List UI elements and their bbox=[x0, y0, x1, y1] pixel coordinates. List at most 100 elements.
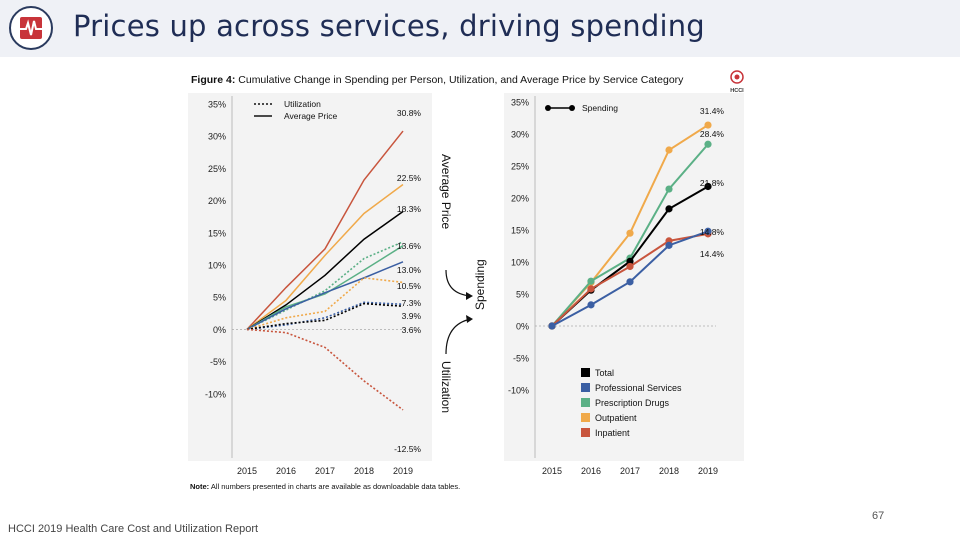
data-point-outpatient bbox=[626, 229, 634, 237]
right-x-tick-label: 2019 bbox=[698, 466, 718, 476]
data-label-outpatient: 31.4% bbox=[700, 106, 725, 116]
data-point-prescription-drugs bbox=[704, 140, 712, 148]
data-point-prescription-drugs bbox=[665, 185, 673, 193]
left-x-tick-label: 2018 bbox=[354, 466, 374, 476]
series-line-professional-services-average-price bbox=[246, 261, 404, 331]
data-point-professional-services bbox=[626, 278, 634, 286]
data-point-professional-services bbox=[587, 301, 595, 309]
average-price-box bbox=[434, 108, 460, 308]
data-label-outpatient-utilization: 7.3% bbox=[402, 298, 422, 308]
right-chart-background bbox=[504, 93, 744, 461]
legend-label-total: Total bbox=[595, 368, 614, 378]
top-legend-dot bbox=[545, 105, 551, 111]
left-y-tick-label: 15% bbox=[208, 228, 226, 238]
data-point-professional-services bbox=[665, 241, 673, 249]
right-y-tick-label: 10% bbox=[511, 258, 529, 268]
data-point-total bbox=[704, 182, 712, 191]
left-x-tick-label: 2019 bbox=[393, 466, 413, 476]
legend-swatch-total bbox=[581, 368, 590, 377]
data-point-total bbox=[626, 257, 634, 265]
right-y-tick-label: 0% bbox=[516, 322, 529, 332]
right-chart-x-ticks: 2015 2016 2017 2018 2019 bbox=[542, 466, 718, 476]
series-line-prescription-drugs-utilization bbox=[246, 241, 404, 331]
right-y-tick-label: 15% bbox=[511, 226, 529, 236]
figure-svg: Figure 4: Cumulative Change in Spending … bbox=[188, 70, 744, 491]
data-point-outpatient bbox=[704, 121, 712, 129]
series-line-outpatient-utilization bbox=[246, 277, 404, 331]
right-y-tick-label: -5% bbox=[513, 354, 529, 364]
left-y-tick-label: 5% bbox=[213, 293, 226, 303]
legend-swatch-inpatient bbox=[581, 428, 590, 437]
data-label-professional-services: 14.8% bbox=[700, 227, 725, 237]
left-chart-background bbox=[188, 93, 432, 461]
data-point-inpatient bbox=[587, 285, 595, 293]
right-x-tick-label: 2018 bbox=[659, 466, 679, 476]
legend-swatch-professional-services bbox=[581, 383, 590, 392]
left-x-tick-label: 2015 bbox=[237, 466, 257, 476]
legend-label-outpatient: Outpatient bbox=[595, 413, 637, 423]
left-chart-data-labels: 30.8% 22.5% 18.3% 13.6% 13.0% 10.5% 7.3% 3.9% 3.… bbox=[394, 108, 421, 454]
left-y-tick-label: 30% bbox=[208, 132, 226, 142]
slide-header: Prices up across services, driving spend… bbox=[0, 0, 960, 57]
slide-title: Prices up across services, driving spend… bbox=[73, 9, 705, 43]
data-label-professional-services-average-price: 10.5% bbox=[397, 281, 422, 291]
left-chart-legend: Utilization Average Price bbox=[254, 99, 338, 121]
right-y-tick-label: -10% bbox=[508, 386, 529, 396]
data-label-total: 21.8% bbox=[700, 178, 725, 188]
legend-label-professional-services: Professional Services bbox=[595, 383, 682, 393]
utilization-arrow-head-icon bbox=[466, 315, 473, 323]
legend-label-average-price: Average Price bbox=[284, 111, 338, 121]
right-y-tick-label: 5% bbox=[516, 290, 529, 300]
left-x-tick-label: 2017 bbox=[315, 466, 335, 476]
figure-title-text: Cumulative Change in Spending per Person… bbox=[238, 74, 684, 86]
series-line-outpatient-average-price bbox=[246, 183, 404, 331]
data-label-outpatient-average-price: 22.5% bbox=[397, 173, 422, 183]
hcci-logo-icon bbox=[9, 6, 53, 50]
left-y-tick-label: 0% bbox=[213, 325, 226, 335]
left-chart-y-ticks: 35% 30% 25% 20% 15% 10% 5% 0% -5% -10% bbox=[205, 100, 411, 399]
left-y-tick-label: 20% bbox=[208, 196, 226, 206]
data-label-inpatient-average-price: 30.8% bbox=[397, 108, 422, 118]
series-line-inpatient-utilization bbox=[246, 328, 404, 411]
legend-swatch-outpatient bbox=[581, 413, 590, 422]
legend-swatch-prescription-drugs bbox=[581, 398, 590, 407]
right-chart-series bbox=[548, 121, 712, 330]
heartbeat-icon bbox=[20, 17, 42, 39]
left-y-tick-label: 25% bbox=[208, 164, 226, 174]
figure-note-text: All numbers presented in charts are avai… bbox=[211, 482, 460, 491]
data-label-prescription-drugs-utilization: 13.6% bbox=[397, 241, 422, 251]
right-chart-y-ticks: 35% 30% 25% 20% 15% 10% 5% 0% -5% -10% bbox=[508, 98, 716, 396]
right-chart-top-legend: Spending bbox=[545, 103, 618, 113]
left-y-tick-label: -5% bbox=[210, 357, 226, 367]
data-point-professional-services bbox=[548, 322, 556, 330]
left-y-tick-label: 10% bbox=[208, 261, 226, 271]
right-x-tick-label: 2015 bbox=[542, 466, 562, 476]
data-point-outpatient bbox=[665, 146, 673, 154]
data-point-prescription-drugs bbox=[587, 277, 595, 285]
left-chart-series bbox=[246, 130, 404, 411]
series-line-professional-services-utilization bbox=[246, 301, 404, 331]
data-label-total-average-price: 18.3% bbox=[397, 204, 422, 214]
legend-label-utilization: Utilization bbox=[284, 99, 321, 109]
right-y-tick-label: 25% bbox=[511, 162, 529, 172]
data-label-professional-services-utilization: 3.9% bbox=[402, 311, 422, 321]
left-x-tick-label: 2016 bbox=[276, 466, 296, 476]
hcci-seal-text: HCCI bbox=[730, 88, 744, 94]
figure-label: Figure 4: bbox=[191, 74, 235, 86]
right-y-tick-label: 30% bbox=[511, 130, 529, 140]
series-line-prescription-drugs-average-price bbox=[246, 245, 404, 331]
series-line-inpatient-average-price bbox=[246, 130, 404, 330]
right-y-tick-label: 35% bbox=[511, 98, 529, 108]
right-chart-legend: Total Professional Services Prescription D… bbox=[581, 368, 682, 438]
right-y-tick-label: 20% bbox=[511, 194, 529, 204]
data-label-inpatient: 14.4% bbox=[700, 249, 725, 259]
legend-label-inpatient: Inpatient bbox=[595, 428, 630, 438]
legend-label-prescription-drugs: Prescription Drugs bbox=[595, 398, 670, 408]
left-y-tick-label: -10% bbox=[205, 389, 226, 399]
data-label-prescription-drugs: 28.4% bbox=[700, 129, 725, 139]
left-chart-x-ticks: 2015 2016 2017 2018 2019 bbox=[237, 466, 413, 476]
data-point-professional-services bbox=[704, 227, 712, 235]
page-number: 67 bbox=[872, 510, 885, 522]
utilization-flow-label: Utilization bbox=[439, 361, 453, 413]
data-point-total bbox=[665, 205, 673, 213]
